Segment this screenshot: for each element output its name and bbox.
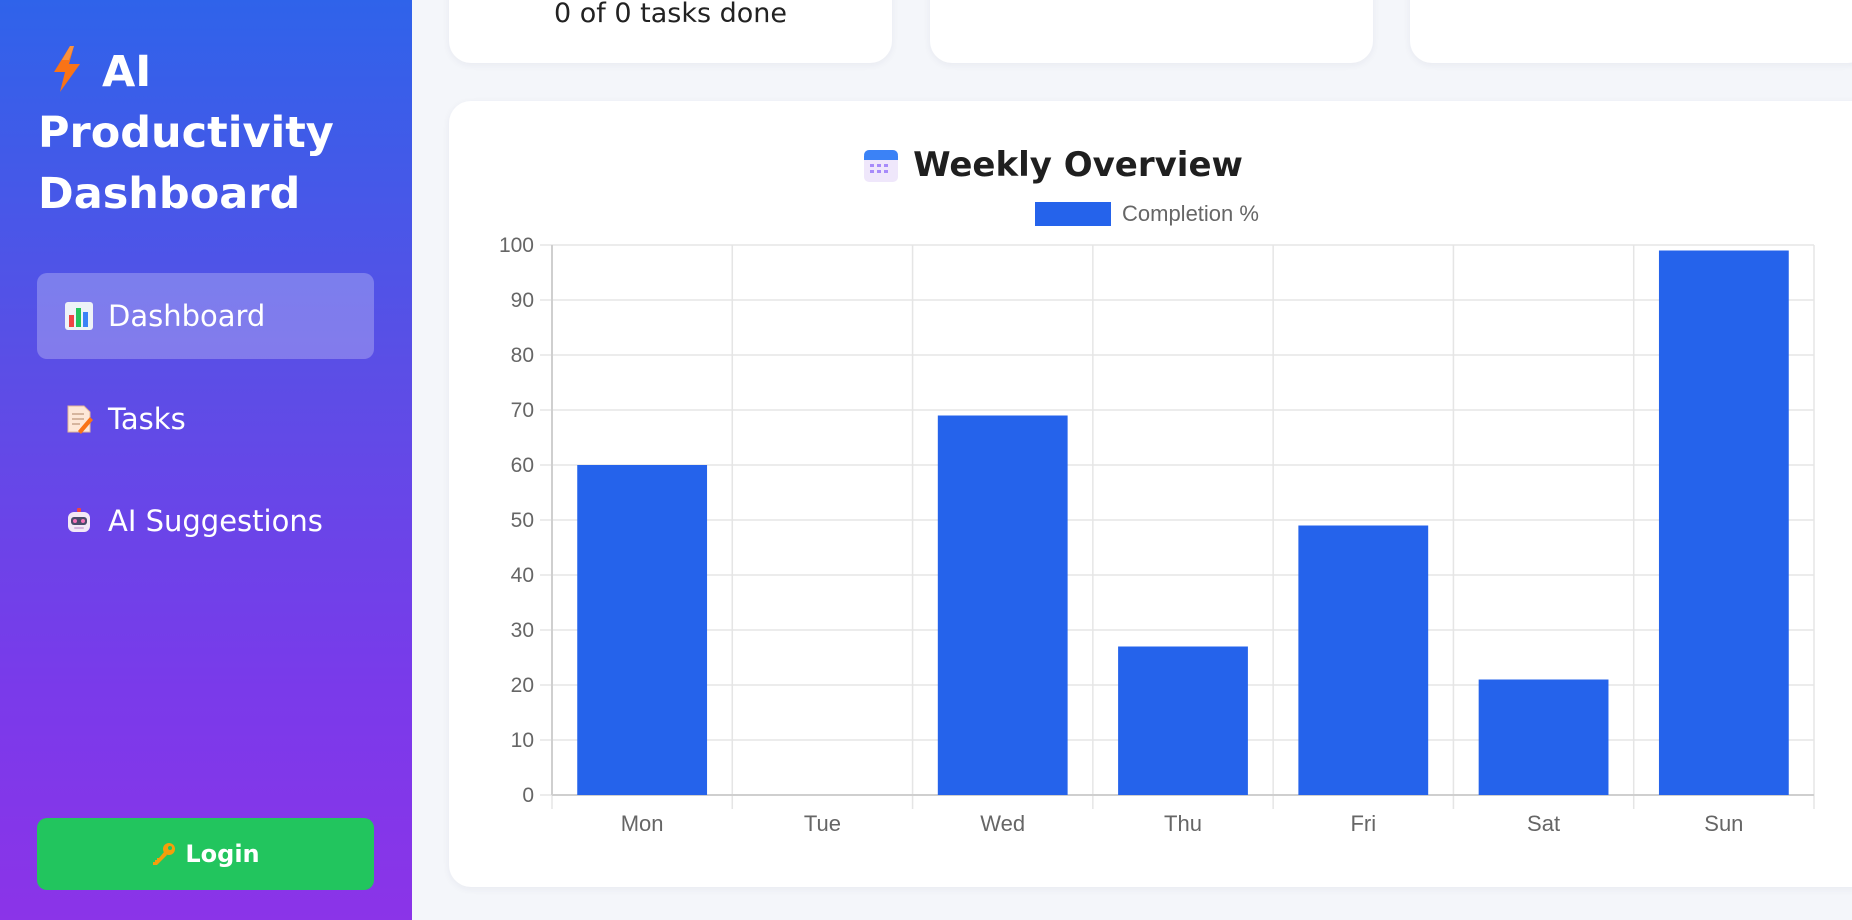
weekly-overview-chart: 0 10 20 30 40 50 60 70 80 90 100 Mon Tue Wed Thu Fri Sat…	[499, 234, 1815, 836]
weekly-overview-card: Weekly Overview Completion % 0 10 20 30 40 50…	[449, 101, 1852, 887]
x-tick-label: Sun	[1704, 811, 1743, 836]
bar-wed	[937, 415, 1068, 795]
sidebar: AI Productivity Dashboard Dashboard Task…	[0, 0, 412, 920]
y-tick-label: 10	[511, 729, 534, 752]
y-tick-label: 80	[511, 344, 534, 367]
y-tick-label: 40	[511, 564, 534, 587]
legend-label: Completion %	[1122, 201, 1259, 226]
chart-title: Weekly Overview	[913, 145, 1243, 185]
legend-swatch	[1035, 202, 1111, 226]
nav-label: AI Suggestions	[108, 504, 323, 538]
calendar-icon	[863, 147, 899, 183]
x-tick-label: Tue	[804, 811, 841, 836]
x-tick-label: Mon	[621, 811, 664, 836]
login-button[interactable]: Login	[37, 818, 374, 890]
x-tick-label: Sat	[1527, 811, 1560, 836]
bar-thu	[1118, 646, 1248, 795]
stat-card-3	[1410, 0, 1852, 63]
x-tick-label: Wed	[980, 811, 1025, 836]
nav-item-tasks[interactable]: Tasks	[37, 376, 374, 462]
login-label: Login	[185, 840, 260, 868]
bar-mon	[577, 465, 708, 795]
y-tick-label: 50	[511, 509, 534, 532]
stat-card-2	[930, 0, 1373, 63]
bar-chart-icon	[64, 301, 94, 331]
bar-sun	[1658, 250, 1789, 795]
nav-item-dashboard[interactable]: Dashboard	[37, 273, 374, 359]
chart-header: Weekly Overview	[449, 143, 1852, 187]
key-icon	[151, 841, 177, 867]
nav-label: Tasks	[108, 402, 186, 436]
y-tick-label: 60	[511, 454, 534, 477]
lightning-icon	[50, 46, 84, 92]
memo-icon	[64, 404, 94, 434]
y-tick-label: 0	[522, 784, 534, 807]
y-tick-label: 30	[511, 619, 534, 642]
stat-card-tasks: 0 of 0 tasks done	[449, 0, 892, 63]
brand-title: AI Productivity Dashboard	[38, 47, 334, 219]
y-tick-label: 20	[511, 674, 534, 697]
bar-sat	[1478, 679, 1609, 795]
chart-legend[interactable]: Completion %	[1035, 201, 1259, 227]
robot-icon	[64, 506, 94, 536]
x-tick-label: Thu	[1164, 811, 1202, 836]
y-tick-label: 100	[499, 234, 534, 257]
brand: AI Productivity Dashboard	[38, 42, 378, 225]
tasks-done-text: 0 of 0 tasks done	[554, 0, 787, 29]
nav-label: Dashboard	[108, 299, 266, 333]
x-tick-label: Fri	[1350, 811, 1376, 836]
y-tick-label: 90	[511, 289, 534, 312]
bar-fri	[1298, 525, 1429, 795]
y-tick-label: 70	[511, 399, 534, 422]
nav-item-ai-suggestions[interactable]: AI Suggestions	[37, 478, 374, 564]
